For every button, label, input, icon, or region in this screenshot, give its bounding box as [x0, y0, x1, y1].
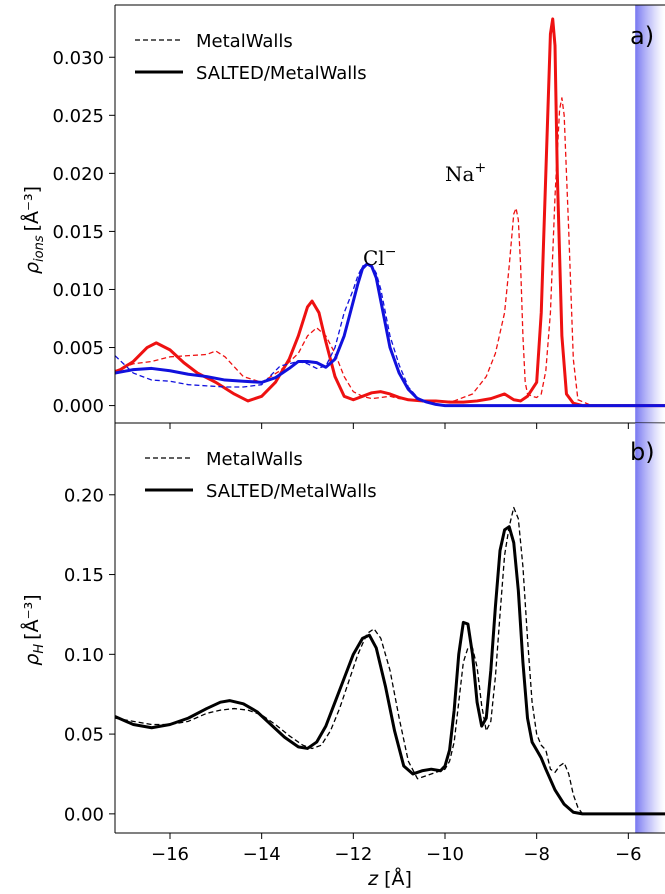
panel-a-ytick-label: 0.015 [52, 222, 104, 243]
annotation-cl-minus: Cl− [363, 244, 396, 270]
panel-b-ylabel-sub: H [32, 644, 47, 654]
annotation-cl-sup: − [385, 244, 397, 260]
panel-a-x-ticks [169, 423, 629, 429]
panel-b-xlabel-main: z [367, 868, 379, 890]
panel-a-ytick-label: 0.010 [52, 280, 104, 301]
panel-b-xtick-label: −8 [523, 844, 550, 865]
annotation-na-plus: Na+ [445, 160, 486, 186]
panel-b-xtick-label: −12 [334, 844, 372, 865]
panel-b-series-1-dashed-line [115, 506, 665, 815]
panel-a-series-1-dashed-line [115, 97, 665, 407]
panel-a-shaded-region [635, 5, 665, 423]
panel-a-ytick-label: 0.025 [52, 106, 104, 127]
panel-a-series-0-solid-line [115, 17, 665, 408]
panel-b-series-0-solid-line [115, 525, 665, 816]
panel-a-legend: MetalWalls SALTED/MetalWalls [135, 31, 367, 84]
panel-a: 0.000 0.005 0.010 0.015 0.020 0.025 0.030 ρion… [20, 4, 665, 429]
panel-a-series-2-solid-line [115, 262, 665, 408]
panel-a-ytick-label: 0.030 [52, 48, 104, 69]
panel-a-letter: a) [630, 22, 654, 50]
panel-a-y-ticks: 0.000 0.005 0.010 0.015 0.020 0.025 0.030 [52, 48, 115, 417]
panel-a-ylabel-main: ρ [21, 262, 43, 274]
panel-b-ytick-label: 0.05 [64, 725, 104, 746]
panel-b-xlabel-unit: [Å] [384, 867, 412, 890]
panel-b-series-group [115, 506, 665, 816]
panel-a-series-3-dashed-line [115, 263, 665, 407]
panel-b-ytick-label: 0.10 [64, 645, 104, 666]
legend-a-dashed-label: MetalWalls [196, 31, 293, 52]
panel-a-ylabel-unit: [Å⁻³] [20, 186, 43, 231]
annotation-na-sup: + [474, 160, 486, 176]
svg-text:ρions[Å⁻³]: ρions [Å⁻³] [20, 186, 47, 274]
panel-b-ytick-label: 0.15 [64, 565, 104, 586]
panel-a-ytick-label: 0.005 [52, 338, 104, 359]
annotation-na-base: Na [445, 162, 475, 186]
panel-b-xtick-label: −16 [151, 844, 189, 865]
panel-b-xtick-label: −14 [243, 844, 281, 865]
panel-b: 0.00 0.05 0.10 0.15 0.20 −16 −14 −12 −10 −8 −6 ρH… [20, 423, 665, 890]
panel-b-legend: MetalWalls SALTED/MetalWalls [145, 449, 377, 502]
panel-b-ylabel: ρH [Å⁻³] [20, 594, 47, 665]
panel-b-xlabel: z [Å] [367, 867, 412, 890]
panel-a-ylabel-sub: ions [32, 235, 47, 262]
svg-text:ρH[Å⁻³]: ρH [Å⁻³] [20, 594, 47, 665]
panel-b-xtick-label: −10 [426, 844, 464, 865]
legend-a-solid-label: SALTED/MetalWalls [196, 63, 367, 84]
legend-b-solid-label: SALTED/MetalWalls [206, 481, 377, 502]
panel-b-ytick-label: 0.00 [64, 804, 104, 825]
legend-b-dashed-label: MetalWalls [206, 449, 303, 470]
panel-b-ytick-label: 0.20 [64, 485, 104, 506]
annotation-cl-base: Cl [363, 246, 385, 270]
panel-b-ylabel-main: ρ [21, 654, 43, 666]
panel-b-y-ticks: 0.00 0.05 0.10 0.15 0.20 [64, 485, 115, 825]
panel-b-letter: b) [630, 438, 655, 466]
panel-b-shaded-region [635, 423, 665, 833]
panel-a-ytick-label: 0.020 [52, 164, 104, 185]
panel-a-ytick-label: 0.000 [52, 396, 104, 417]
panel-b-x-ticks: −16 −14 −12 −10 −8 −6 [151, 833, 642, 865]
panel-b-xtick-label: −6 [615, 844, 642, 865]
panel-a-ylabel: ρions [Å⁻³] [20, 186, 47, 274]
panel-a-series-group [115, 17, 665, 408]
panel-b-ylabel-unit: [Å⁻³] [20, 594, 43, 639]
